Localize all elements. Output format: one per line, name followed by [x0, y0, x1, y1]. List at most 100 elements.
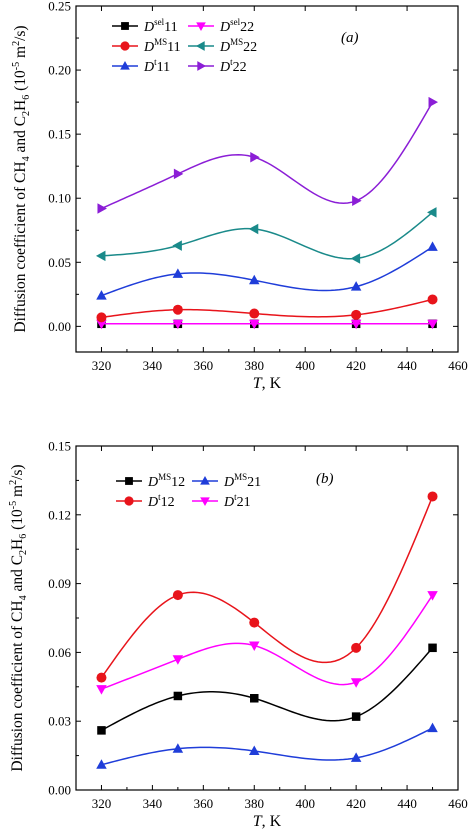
y-tick-label: 0.25 [48, 0, 71, 14]
data-point [427, 491, 438, 502]
legend-label: Dt22 [219, 57, 247, 75]
data-point [172, 319, 184, 330]
series-D^t22 [97, 96, 439, 214]
x-tick-label: 460 [448, 796, 468, 811]
x-tick-label: 380 [245, 358, 265, 373]
data-point [428, 96, 439, 108]
data-point [173, 168, 184, 180]
legend-item: Dsel22 [188, 17, 254, 35]
x-axis-label: T, K [253, 813, 282, 830]
legend-label: DMS12 [147, 472, 185, 490]
data-point [352, 195, 362, 207]
series-D^t12 [96, 491, 438, 683]
data-point [249, 319, 260, 330]
y-tick-label: 0.12 [48, 507, 71, 522]
legend-item: DMS12 [116, 472, 185, 490]
x-tick-label: 320 [92, 358, 112, 373]
data-point [172, 655, 184, 665]
series-D^sel22 [96, 319, 438, 330]
x-tick-label: 360 [194, 358, 214, 373]
data-point [249, 308, 260, 319]
x-tick-label: 440 [397, 796, 417, 811]
series-curve [101, 246, 433, 297]
data-point [350, 678, 362, 688]
panel-label: (a) [341, 30, 359, 46]
series-D^t21 [96, 591, 438, 695]
y-tick-label: 0.15 [48, 439, 71, 454]
x-axis-label: T, K [253, 375, 282, 392]
x-tick-label: 400 [295, 796, 315, 811]
legend-label: DMS22 [219, 37, 257, 55]
data-point [97, 203, 107, 214]
data-point [427, 207, 437, 218]
y-tick-label: 0.00 [48, 783, 71, 798]
plot-frame [75, 445, 459, 791]
y-tick-label: 0.20 [48, 63, 71, 78]
data-point [351, 309, 362, 320]
y-tick-label: 0.03 [48, 714, 71, 729]
legend-marker [200, 497, 210, 507]
legend-item: DMS11 [112, 37, 181, 55]
x-tick-label: 340 [143, 358, 163, 373]
legend-item: Dt21 [192, 492, 251, 510]
data-point [428, 643, 437, 653]
legend-marker [195, 41, 205, 51]
series-D^MS22 [95, 207, 437, 264]
data-point [427, 722, 438, 733]
data-point [172, 743, 184, 753]
legend: Dsel11 Dsel22 DMS11 DMS22 Dt11 Dt22 [112, 17, 257, 75]
y-tick-label: 0.15 [48, 127, 71, 142]
y-axis-label: Diffusion coefficient of CH4 and C2H6 (1… [8, 464, 29, 771]
legend-marker [196, 22, 206, 32]
legend-label: DMS11 [143, 37, 181, 55]
data-point [96, 685, 107, 695]
y-tick-label: 0.06 [48, 645, 71, 660]
chart-panel-a: 320 340 360 380 400 420 440 460 0.00 0.05 0.10 0.15… [11, 0, 468, 392]
y-tick-label: 0.05 [48, 255, 71, 270]
series-curve [101, 101, 434, 210]
chart-panel-b: 320 340 360 380 400 420 440 460 0.00 0.03 0.06 0.09… [8, 439, 468, 830]
data-point [427, 319, 438, 330]
legend-marker [200, 475, 210, 485]
data-point [96, 672, 107, 683]
data-point [96, 290, 107, 300]
legend: DMS12 DMS21 Dt12 Dt21 [116, 472, 261, 510]
x-tick-label: 420 [346, 796, 366, 811]
data-point [427, 591, 438, 601]
data-point [96, 319, 107, 330]
data-point [350, 319, 362, 330]
data-point [249, 641, 260, 652]
data-point [249, 617, 260, 628]
y-tick-label: 0.00 [48, 319, 71, 334]
legend-marker [121, 22, 129, 30]
panel-label: (b) [316, 471, 334, 487]
data-point [250, 151, 260, 163]
plot-frame [75, 5, 459, 353]
x-tick-label: 420 [346, 358, 366, 373]
legend-label: Dt11 [143, 57, 170, 75]
legend-label: Dt21 [223, 492, 251, 510]
series-curve [101, 298, 433, 319]
y-tick-label: 0.09 [48, 576, 71, 591]
legend-marker [120, 41, 130, 51]
y-axis-label: Diffusion coefficient of CH4 and C2H6 (1… [11, 25, 32, 332]
data-point [172, 590, 183, 601]
data-point [250, 694, 259, 703]
data-point [350, 253, 361, 264]
legend-marker [124, 496, 134, 506]
series-curve [101, 647, 434, 732]
x-tick-label: 380 [245, 796, 265, 811]
y-tick-label: 0.10 [48, 191, 71, 206]
legend-marker [125, 477, 133, 485]
legend-label: Dt12 [147, 492, 175, 510]
data-point [172, 304, 183, 315]
series-D^MS11 [96, 294, 438, 323]
legend-item: Dsel11 [112, 17, 178, 35]
data-point [249, 745, 260, 756]
legend-item: Dt22 [188, 57, 247, 75]
data-point [427, 294, 438, 305]
series-D^MS21 [96, 722, 438, 769]
legend-label: Dsel11 [143, 17, 178, 35]
series-curve [101, 727, 433, 766]
